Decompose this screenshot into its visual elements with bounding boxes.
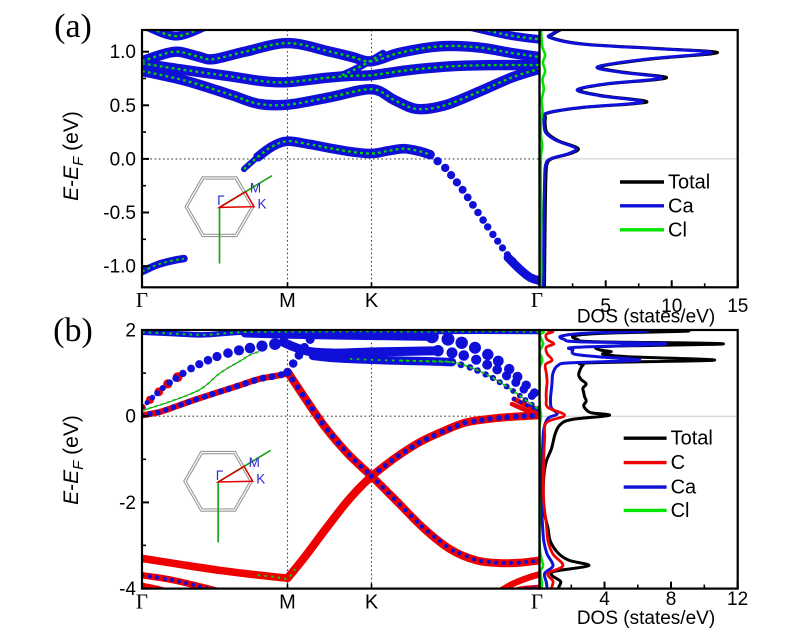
svg-text:K: K <box>365 592 379 614</box>
svg-text:K: K <box>258 197 267 212</box>
svg-text:-4: -4 <box>119 579 136 600</box>
svg-text:5: 5 <box>600 296 611 317</box>
svg-text:Ca: Ca <box>668 195 694 217</box>
svg-text:2: 2 <box>125 321 136 342</box>
svg-text:Total: Total <box>668 172 710 194</box>
svg-text:Ca: Ca <box>671 477 697 499</box>
svg-text:Γ: Γ <box>136 288 148 312</box>
svg-text:Γ: Γ <box>136 590 148 614</box>
svg-text:10: 10 <box>661 296 682 317</box>
svg-text:8: 8 <box>666 589 677 610</box>
svg-text:-0.5: -0.5 <box>103 203 136 224</box>
svg-text:M: M <box>250 180 261 195</box>
svg-text:C: C <box>671 452 685 474</box>
svg-text:0.5: 0.5 <box>110 96 136 117</box>
svg-text:DOS (states/eV): DOS (states/eV) <box>577 608 715 629</box>
svg-text:4: 4 <box>599 589 610 610</box>
svg-text:15: 15 <box>727 296 748 317</box>
svg-text:Γ: Γ <box>531 590 543 614</box>
svg-text:E-EF (eV): E-EF (eV) <box>60 111 87 201</box>
svg-text:Cl: Cl <box>671 500 690 522</box>
svg-text:M: M <box>279 290 296 312</box>
svg-text:0.0: 0.0 <box>110 149 136 170</box>
svg-text:0: 0 <box>125 407 136 428</box>
svg-text:M: M <box>249 455 260 470</box>
svg-text:1.0: 1.0 <box>110 42 136 63</box>
svg-text:12: 12 <box>727 589 748 610</box>
svg-text:Total: Total <box>671 428 713 450</box>
svg-text:Γ: Γ <box>217 193 225 208</box>
svg-text:-1.0: -1.0 <box>103 257 136 278</box>
svg-text:Γ: Γ <box>216 468 224 483</box>
svg-text:M: M <box>279 592 296 614</box>
svg-text:(b): (b) <box>53 312 93 349</box>
svg-text:(a): (a) <box>54 8 92 45</box>
svg-text:K: K <box>365 290 379 312</box>
svg-text:Γ: Γ <box>531 288 543 312</box>
svg-text:Cl: Cl <box>668 219 687 241</box>
svg-text:DOS (states/eV): DOS (states/eV) <box>577 307 715 328</box>
svg-text:E-EF (eV): E-EF (eV) <box>60 415 87 505</box>
svg-text:-2: -2 <box>119 493 136 514</box>
svg-text:K: K <box>256 471 265 486</box>
